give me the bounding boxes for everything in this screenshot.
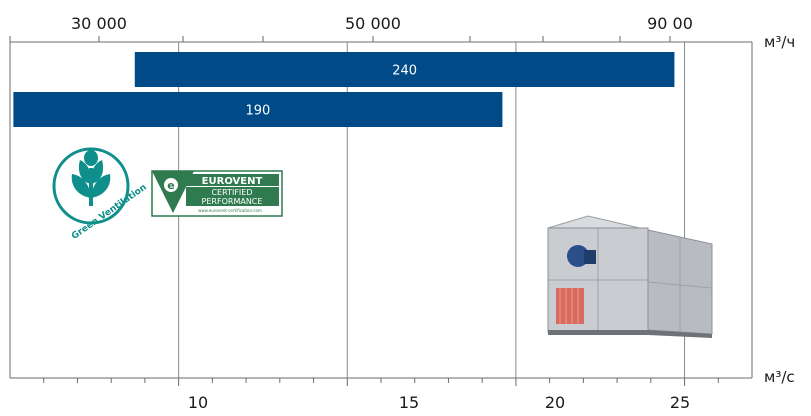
plot-area [9,41,753,379]
bars: 240 190 [13,52,675,127]
bar-label: 240 [392,64,417,79]
bottom-tick-label: 10 [188,393,208,412]
air-handling-unit-image [547,215,713,338]
green-ventilation-logo: Green Ventilation [52,147,149,242]
eurovent-url: www.eurovent-certification.com [198,208,262,213]
eurovent-e-icon: e [167,179,174,192]
bar-label: 190 [245,104,270,119]
eurovent-logo: e EUROVENT CERTIFIED PERFORMANCE www.eur… [151,170,283,217]
top-tick-label: 50 000 [345,14,401,33]
bar [13,92,503,127]
bottom-axis-ticks [43,378,719,386]
eurovent-line2: PERFORMANCE [202,197,263,206]
eurovent-line1: CERTIFIED [211,188,252,197]
top-unit-label: м³/ч [764,33,795,51]
bottom-unit-label: м³/с [764,368,795,386]
bar [134,52,675,87]
bottom-tick-label: 15 [399,393,419,412]
eurovent-title: EUROVENT [202,176,263,187]
top-tick-label: 30 000 [71,14,127,33]
bottom-tick-label: 25 [670,393,690,412]
bottom-tick-label: 20 [545,393,565,412]
top-axis-ticks [9,36,671,42]
top-tick-label: 90 00 [647,14,693,33]
